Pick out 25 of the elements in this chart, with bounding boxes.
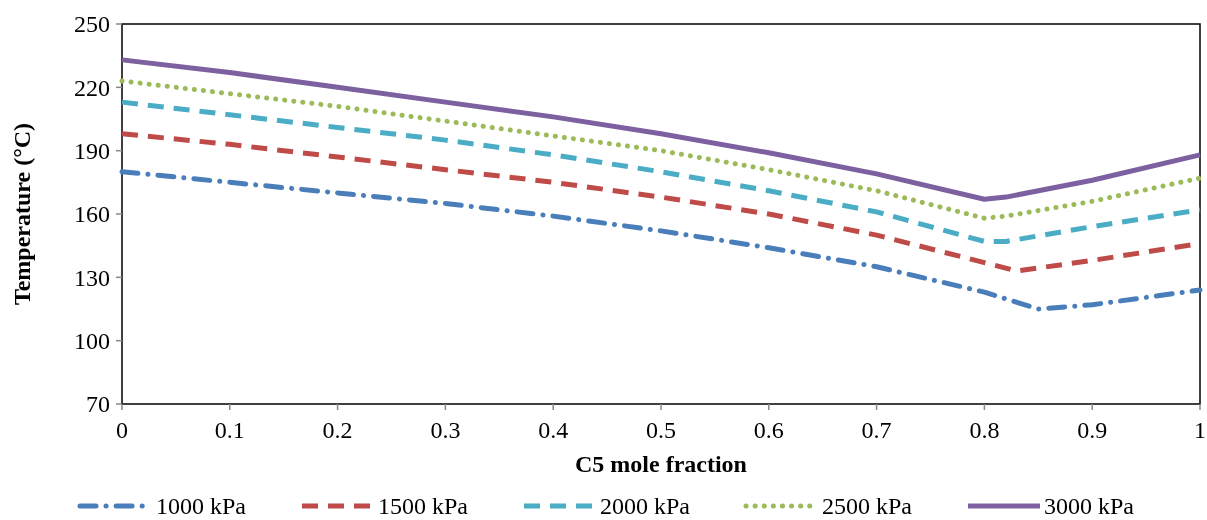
legend-label: 3000 kPa — [1044, 493, 1135, 520]
y-tick-label: 70 — [86, 391, 110, 418]
y-tick-label: 100 — [74, 328, 110, 355]
y-tick-label: 250 — [74, 11, 110, 38]
legend-label: 1000 kPa — [156, 493, 247, 520]
legend-label: 2000 kPa — [600, 493, 691, 520]
legend-label: 2500 kPa — [822, 493, 913, 520]
y-tick-label: 220 — [74, 74, 110, 101]
x-tick-label: 0.2 — [322, 417, 353, 443]
x-axis-title: C5 mole fraction — [575, 451, 747, 477]
x-tick-label: 0.1 — [214, 417, 245, 443]
x-tick-label: 1 — [1194, 417, 1206, 443]
x-tick-label: 0.7 — [861, 417, 892, 443]
x-tick-label: 0.4 — [538, 417, 569, 443]
x-tick-label: 0.5 — [646, 417, 676, 443]
x-tick-label: 0.9 — [1077, 417, 1108, 443]
x-tick-label: 0.3 — [430, 417, 461, 443]
y-tick-label: 130 — [74, 264, 110, 291]
y-tick-label: 160 — [74, 201, 110, 228]
x-tick-label: 0.8 — [969, 417, 1000, 443]
y-axis-title: Temperature (°C) — [9, 122, 35, 306]
y-tick-label: 190 — [74, 138, 110, 165]
x-tick-label: 0 — [116, 417, 128, 443]
legend-label: 1500 kPa — [378, 493, 469, 520]
x-tick-label: 0.6 — [753, 417, 784, 443]
